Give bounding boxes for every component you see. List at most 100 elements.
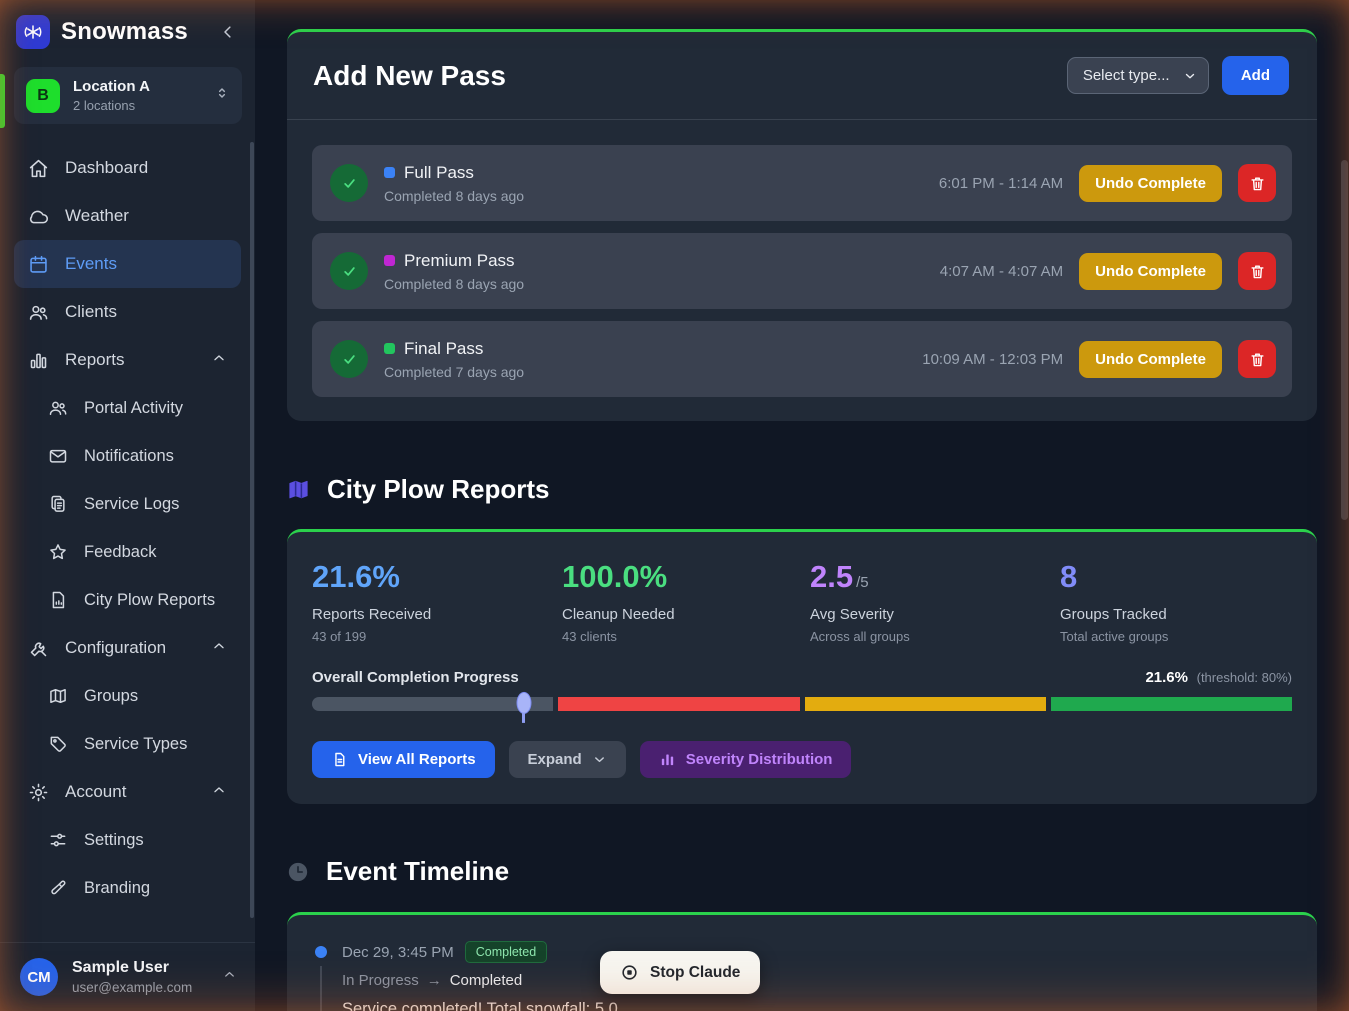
pass-completed-label: Completed 8 days ago [384, 275, 525, 292]
window-scrollbar-thumb[interactable] [1341, 160, 1348, 520]
sidebar-item-city-plow-reports[interactable]: City Plow Reports [14, 576, 241, 624]
sidebar-item-clients[interactable]: Clients [14, 288, 241, 336]
location-count: 2 locations [73, 98, 136, 113]
pass-row: Full Pass Completed 8 days ago 6:01 PM -… [312, 145, 1292, 221]
undo-complete-button[interactable]: Undo Complete [1079, 340, 1222, 378]
window-scrollbar [1340, 0, 1349, 1011]
user-avatar: CM [20, 958, 58, 996]
sidebar-item-portal-activity[interactable]: Portal Activity [14, 384, 241, 432]
event-from-status: In Progress [342, 972, 419, 989]
map-icon [50, 689, 66, 703]
users-icon [49, 401, 67, 415]
stat-cleanup-needed: 100.0% Cleanup Needed 43 clients [562, 559, 675, 644]
service-passes-heading: Service Passes [287, 0, 1317, 4]
sidebar-item-events[interactable]: Events [14, 240, 241, 288]
location-avatar: B [26, 78, 60, 113]
bar-chart-icon [661, 754, 673, 766]
bar-chart-icon [30, 353, 47, 368]
user-name: Sample User [72, 959, 169, 976]
trash-icon [1250, 264, 1264, 278]
sidebar-item-feedback[interactable]: Feedback [14, 528, 241, 576]
sliders-icon [50, 833, 66, 847]
location-selector[interactable]: B Location A 2 locations [14, 67, 242, 124]
delete-pass-button[interactable] [1238, 164, 1276, 202]
sidebar-header: Snowmass [0, 0, 255, 61]
undo-complete-button[interactable]: Undo Complete [1079, 164, 1222, 202]
pass-row: Premium Pass Completed 8 days ago 4:07 A… [312, 233, 1292, 309]
stop-record-icon [622, 965, 637, 980]
sidebar: Snowmass B Location A 2 locations Dashbo… [0, 0, 255, 1011]
sidebar-item-service-types[interactable]: Service Types [14, 720, 241, 768]
user-menu[interactable]: CM Sample User user@example.com [0, 942, 255, 1011]
stat-avg-severity: 2.5/5 Avg Severity Across all groups [810, 559, 910, 644]
add-pass-button[interactable]: Add [1221, 56, 1289, 95]
chevron-up-icon [222, 967, 237, 987]
expand-button[interactable]: Expand [508, 741, 626, 778]
arrow-icon: → [426, 972, 442, 989]
sidebar-nav: Dashboard Weather Events Clients Reports [0, 132, 255, 942]
pass-row: Final Pass Completed 7 days ago 10:09 AM… [312, 321, 1292, 397]
sidebar-item-dashboard[interactable]: Dashboard [14, 144, 241, 192]
cloud-icon [29, 210, 49, 223]
delete-pass-button[interactable] [1238, 340, 1276, 378]
progress-value: 21.6% [1145, 669, 1188, 686]
delete-pass-button[interactable] [1238, 252, 1276, 290]
timeline-dot [315, 946, 327, 958]
sidebar-item-service-logs[interactable]: Service Logs [14, 480, 241, 528]
pass-time-range: 10:09 AM - 12:03 PM [922, 350, 1064, 368]
star-icon [50, 544, 66, 560]
pass-time-range: 4:07 AM - 4:07 AM [939, 262, 1064, 280]
sidebar-item-notifications[interactable]: Notifications [14, 432, 241, 480]
status-badge: Completed [464, 941, 548, 963]
event-to-status: Completed [449, 972, 523, 989]
pass-time-range: 6:01 PM - 1:14 AM [938, 174, 1064, 192]
event-timeline-card: Dec 29, 3:45 PM Completed In Progress → … [287, 912, 1317, 1011]
check-circle-icon [330, 252, 368, 290]
pass-type-select[interactable]: Select type... [1066, 57, 1209, 94]
mail-icon [49, 449, 67, 463]
sidebar-item-configuration[interactable]: Configuration [14, 624, 241, 672]
progress-threshold: (threshold: 80%) [1196, 670, 1292, 685]
document-icon [335, 752, 345, 767]
undo-complete-button[interactable]: Undo Complete [1079, 252, 1222, 290]
clock-gray-icon [287, 861, 309, 883]
sidebar-collapse-button[interactable] [215, 19, 241, 45]
trash-icon [1250, 352, 1264, 366]
stats-row: 21.6% Reports Received 43 of 199 100.0% … [287, 532, 1317, 644]
sidebar-item-reports[interactable]: Reports [14, 336, 241, 384]
pass-name: Final Pass [404, 338, 484, 358]
sidebar-item-branding[interactable]: Branding [14, 864, 241, 912]
pass-color-dot [384, 343, 395, 354]
event-message: Service completed! Total snowfall: 5.0 [342, 1000, 618, 1011]
user-email: user@example.com [72, 980, 193, 995]
sidebar-item-groups[interactable]: Groups [14, 672, 241, 720]
location-name: Location A [73, 78, 150, 95]
users-icon [29, 305, 48, 320]
stat-groups-tracked: 8 Groups Tracked Total active groups [1060, 559, 1169, 644]
timeline-line [320, 966, 322, 1011]
snowflake-logo-icon [16, 15, 50, 49]
pass-color-dot [384, 255, 395, 266]
tools-icon [30, 642, 47, 656]
progress-label: Overall Completion Progress [312, 669, 519, 686]
pass-completed-label: Completed 8 days ago [384, 187, 525, 204]
sidebar-item-account[interactable]: Account [14, 768, 241, 816]
stat-reports-received: 21.6% Reports Received 43 of 199 [312, 559, 432, 644]
progress-slider-knob[interactable] [516, 691, 532, 714]
sidebar-item-weather[interactable]: Weather [14, 192, 241, 240]
chevron-up-icon [211, 638, 227, 659]
city-plow-heading: City Plow Reports [287, 474, 1317, 505]
sidebar-scrollbar-thumb[interactable] [250, 142, 254, 918]
pass-name: Premium Pass [404, 250, 515, 270]
view-all-reports-button[interactable]: View All Reports [312, 741, 495, 778]
chevron-up-icon [211, 350, 227, 371]
location-accent-bar [0, 74, 5, 128]
sidebar-item-settings[interactable]: Settings [14, 816, 241, 864]
calendar-icon [30, 255, 47, 273]
timeline-event: Dec 29, 3:45 PM Completed In Progress → … [315, 941, 1289, 1011]
check-circle-icon [330, 164, 368, 202]
severity-distribution-button[interactable]: Severity Distribution [639, 741, 852, 778]
stop-claude-button[interactable]: Stop Claude [600, 951, 761, 994]
pass-name: Full Pass [404, 162, 474, 182]
